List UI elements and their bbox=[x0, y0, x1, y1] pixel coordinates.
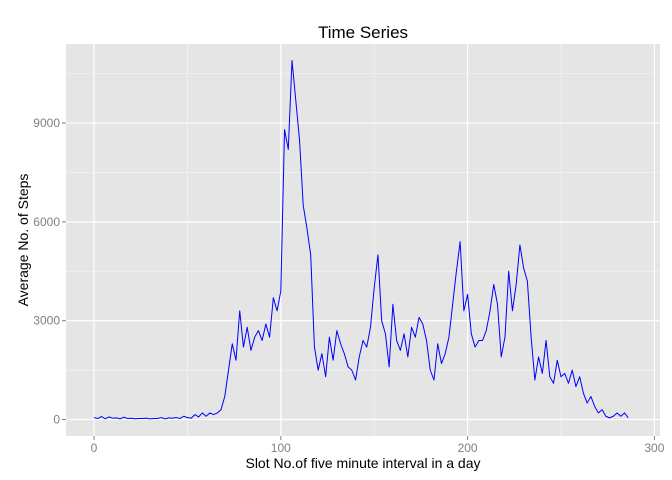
x-tick-label: 0 bbox=[91, 441, 98, 455]
x-tick-label: 200 bbox=[458, 441, 478, 455]
x-axis-title: Slot No.of five minute interval in a day bbox=[245, 455, 480, 471]
y-tick-label: 9000 bbox=[33, 116, 60, 130]
y-axis-ticks: 0 3000 6000 9000 bbox=[33, 116, 66, 427]
minor-grid bbox=[66, 44, 660, 436]
x-tick-label: 100 bbox=[271, 441, 291, 455]
series-layer bbox=[93, 59, 629, 420]
x-axis-ticks: 0 100 200 300 bbox=[91, 436, 665, 455]
major-grid bbox=[66, 44, 660, 436]
x-tick-label: 300 bbox=[644, 441, 664, 455]
y-axis-title: Average No. of Steps bbox=[15, 174, 31, 307]
series-line bbox=[93, 59, 629, 420]
y-tick-label: 3000 bbox=[33, 314, 60, 328]
y-tick-label: 6000 bbox=[33, 215, 60, 229]
y-tick-label: 0 bbox=[53, 413, 60, 427]
panel-background bbox=[66, 44, 660, 436]
chart-title: Time Series bbox=[318, 23, 408, 42]
